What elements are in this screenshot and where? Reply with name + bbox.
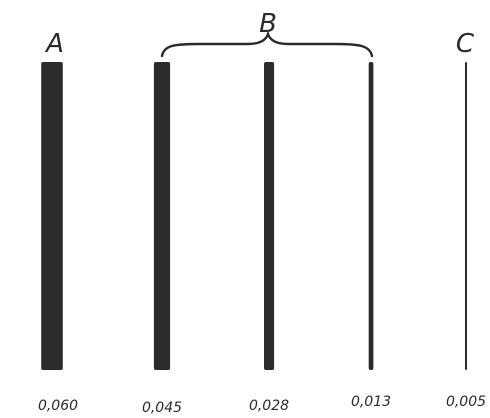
- bar-a-value: 0,060: [38, 398, 78, 414]
- bar-c-value: 0,005: [446, 394, 486, 410]
- group-label-b: B: [259, 9, 277, 39]
- group-b-brace: [160, 30, 374, 58]
- bar-b2-value: 0,028: [249, 398, 289, 414]
- bar-b3-value: 0,013: [351, 394, 391, 410]
- bar-c: [465, 62, 467, 370]
- bar-b1-value: 0,045: [142, 400, 182, 416]
- bar-a: [41, 62, 63, 370]
- group-label-a: A: [44, 29, 64, 59]
- group-label-c: C: [456, 29, 475, 59]
- bar-b1: [153, 62, 171, 370]
- bar-b2: [264, 62, 275, 370]
- bar-b3: [368, 62, 374, 370]
